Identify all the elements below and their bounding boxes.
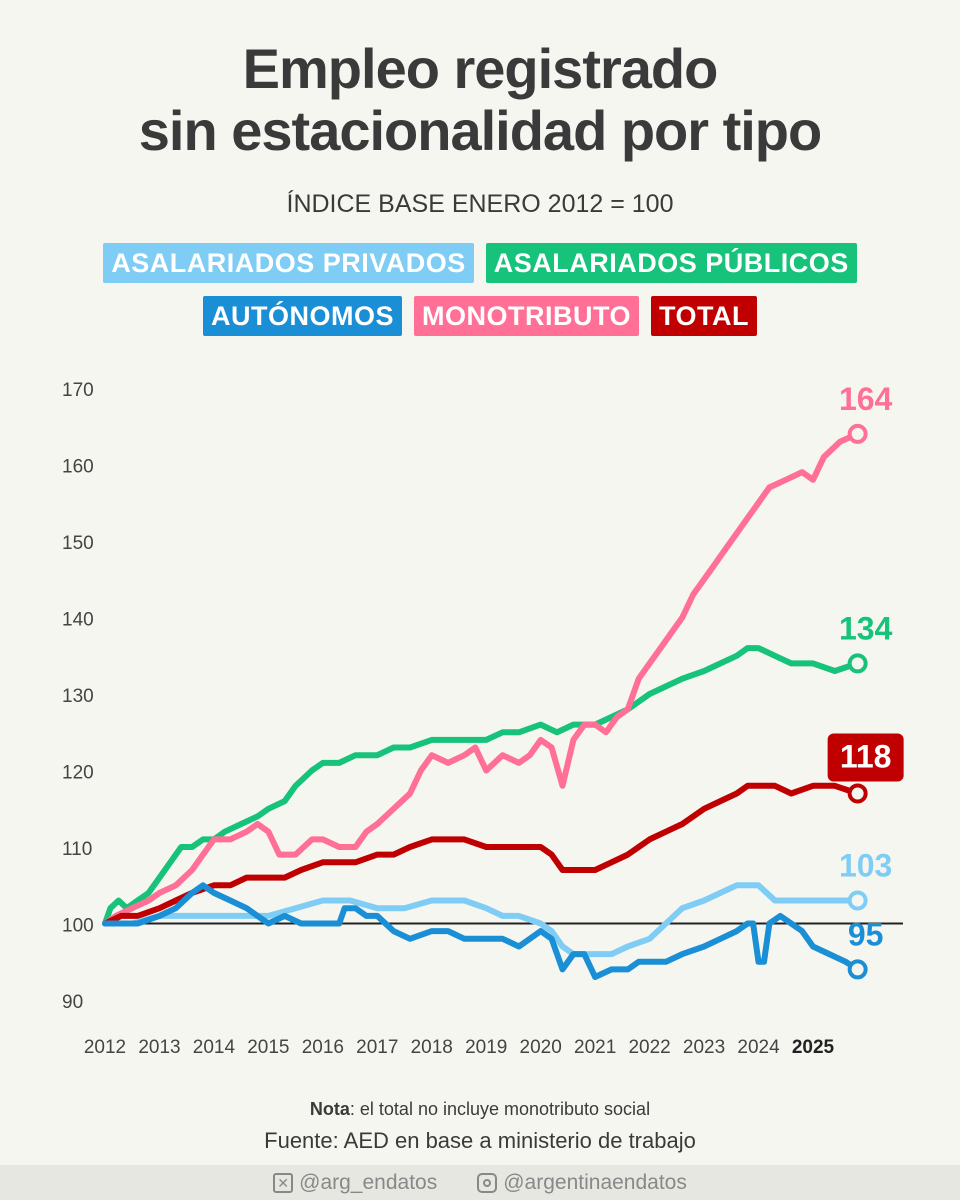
y-tick-label-150: 150 — [62, 533, 94, 554]
series-line-asalariados-privados — [102, 882, 861, 958]
x-tick-label-2022: 2022 — [628, 1037, 670, 1058]
end-label-autonomos: 95 — [848, 916, 884, 952]
footer-note: Nota: el total no incluye monotributo so… — [0, 1099, 960, 1120]
instagram-icon — [477, 1172, 498, 1193]
instagram-handle-text: @argentinaendatos — [503, 1170, 687, 1194]
x-handle-text: @arg_endatos — [299, 1170, 438, 1194]
y-tick-label-120: 120 — [62, 763, 94, 784]
x-tick-label-2021: 2021 — [574, 1037, 616, 1058]
y-tick-label-160: 160 — [62, 457, 94, 478]
legend-item-monotributo: MONOTRIBUTO — [414, 296, 639, 336]
x-tick-label-2014: 2014 — [193, 1037, 236, 1058]
x-tick-label-2025: 2025 — [792, 1037, 835, 1058]
line-chart: 90 100 110 120 130 140 150 160 170 2012 2013 2014 20… — [62, 380, 904, 1058]
series-line-asalariados-publicos — [102, 645, 861, 927]
legend-row-2: AUTÓNOMOS MONOTRIBUTO TOTAL — [0, 296, 960, 336]
y-tick-label-110: 110 — [62, 839, 92, 860]
x-handle[interactable]: ✕ @arg_endatos — [273, 1171, 437, 1195]
y-tick-label-130: 130 — [62, 686, 94, 707]
x-tick-label-2013: 2013 — [138, 1037, 180, 1058]
x-tick-label-2019: 2019 — [465, 1037, 507, 1058]
legend-item-asalariados-privados: ASALARIADOS PRIVADOS — [103, 243, 474, 283]
end-point-monotributo — [847, 423, 868, 444]
end-label-asalariados-privados: 103 — [839, 848, 892, 884]
x-tick-label-2016: 2016 — [302, 1037, 344, 1058]
chart-title: Empleo registrado sin estacionalidad por… — [0, 38, 960, 162]
legend-item-asalariados-publicos: ASALARIADOS PÚBLICOS — [485, 243, 857, 283]
end-point-total — [847, 783, 868, 804]
legend-row-1: ASALARIADOS PRIVADOS ASALARIADOS PÚBLICO… — [0, 243, 960, 283]
x-tick-label-2015: 2015 — [247, 1037, 289, 1058]
chart-title-line1: Empleo registrado — [242, 37, 719, 100]
x-tick-label-2020: 2020 — [520, 1037, 562, 1058]
series-line-monotributo — [102, 430, 861, 927]
chart-title-line2: sin estacionalidad por tipo — [138, 99, 822, 162]
y-tick-label-100: 100 — [62, 916, 94, 937]
x-tick-label-2017: 2017 — [356, 1037, 398, 1058]
end-label-total: 118 — [840, 738, 892, 774]
end-label-box-total — [827, 733, 904, 782]
end-label-asalariados-publicos: 134 — [839, 610, 893, 646]
x-tick-label-2023: 2023 — [683, 1037, 725, 1058]
note-text: : el total no incluye monotributo social — [349, 1099, 651, 1119]
y-tick-label-140: 140 — [62, 610, 94, 631]
chart-subtitle: ÍNDICE BASE ENERO 2012 = 100 — [286, 190, 674, 218]
end-point-asalariados-privados — [847, 890, 868, 911]
instagram-handle[interactable]: @argentinaendatos — [477, 1171, 687, 1195]
end-label-monotributo: 164 — [839, 381, 893, 417]
series-line-total — [102, 782, 861, 927]
y-tick-label-90: 90 — [62, 992, 83, 1013]
series-line-autonomos — [102, 882, 861, 980]
note-label: Nota — [309, 1099, 350, 1119]
social-handles-bar: ✕ @arg_endatos @argentinaendatos — [0, 1165, 960, 1200]
source-text: Fuente: AED en base a ministerio de trab… — [264, 1128, 696, 1153]
x-tick-label-2018: 2018 — [411, 1037, 453, 1058]
legend-item-total: TOTAL — [651, 296, 757, 336]
x-tick-label-2012: 2012 — [84, 1037, 126, 1058]
x-icon: ✕ — [273, 1172, 294, 1193]
y-tick-label-170: 170 — [62, 380, 94, 401]
x-tick-label-2024: 2024 — [737, 1037, 780, 1058]
end-point-asalariados-publicos — [847, 653, 868, 674]
legend-item-autonomos: AUTÓNOMOS — [203, 296, 402, 336]
end-point-autonomos — [847, 959, 868, 980]
